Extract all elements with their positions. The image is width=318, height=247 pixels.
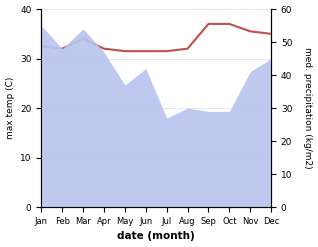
Y-axis label: max temp (C): max temp (C): [5, 77, 15, 139]
Y-axis label: med. precipitation (kg/m2): med. precipitation (kg/m2): [303, 47, 313, 169]
X-axis label: date (month): date (month): [117, 231, 195, 242]
